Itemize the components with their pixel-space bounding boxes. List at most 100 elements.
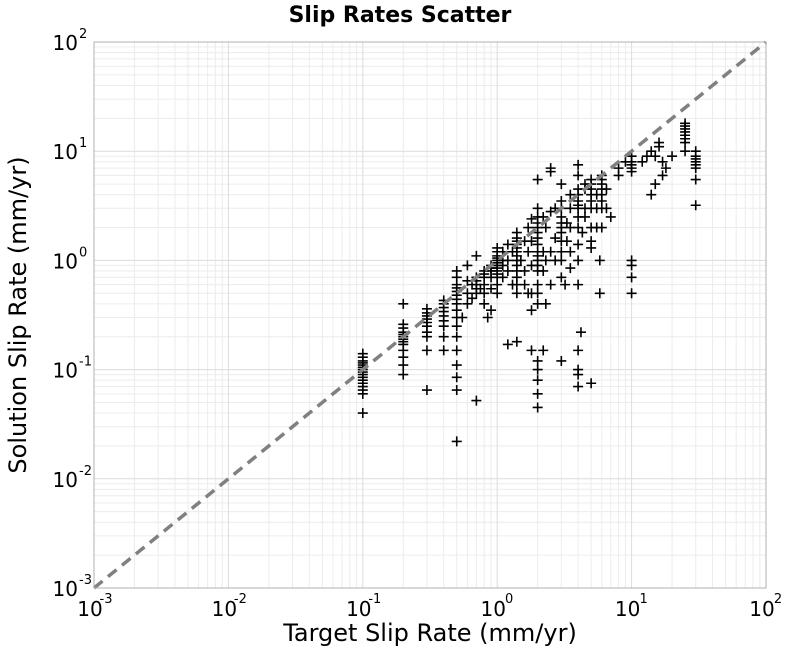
- data-point: [545, 279, 556, 290]
- data-point: [492, 242, 503, 253]
- y-tick-label: 10: [53, 577, 78, 601]
- data-point: [532, 402, 543, 413]
- data-point: [532, 203, 543, 214]
- data-point: [573, 170, 584, 181]
- data-point: [626, 255, 637, 266]
- data-point: [451, 385, 462, 396]
- data-point: [613, 163, 624, 174]
- y-tick-exponent: -2: [79, 464, 92, 479]
- data-point: [650, 151, 661, 162]
- data-point: [511, 227, 522, 238]
- data-point: [421, 345, 432, 356]
- y-axis-label: Solution Slip Rate (mm/yr): [4, 156, 32, 473]
- data-point: [471, 395, 482, 406]
- data-point: [502, 239, 513, 250]
- x-tick-label: 10: [77, 597, 102, 621]
- data-point: [690, 174, 701, 185]
- data-point: [556, 195, 567, 206]
- data-point: [680, 118, 691, 129]
- data-point: [545, 163, 556, 174]
- y-tick-label: 10: [53, 468, 78, 492]
- data-point: [526, 305, 537, 316]
- data-point: [573, 255, 584, 266]
- data-point: [398, 369, 409, 380]
- plot-frame: [93, 41, 767, 589]
- data-point: [438, 345, 449, 356]
- x-tick-exponent: 0: [505, 592, 513, 607]
- data-point: [654, 137, 665, 148]
- data-points: [357, 118, 701, 447]
- y-tick-label: 10: [53, 249, 78, 273]
- data-point: [451, 331, 462, 342]
- data-point: [545, 246, 556, 257]
- data-point: [690, 200, 701, 211]
- data-point: [538, 211, 549, 222]
- data-point: [451, 372, 462, 383]
- data-point: [462, 298, 473, 309]
- data-point: [586, 174, 597, 185]
- data-point: [605, 211, 616, 222]
- data-point: [438, 331, 449, 342]
- data-point: [626, 272, 637, 283]
- data-point: [637, 156, 648, 167]
- data-point: [690, 146, 701, 157]
- data-point: [532, 388, 543, 399]
- x-tick-label: 10: [615, 597, 640, 621]
- data-point: [550, 233, 561, 244]
- data-point: [575, 327, 586, 338]
- data-point: [657, 156, 668, 167]
- x-axis-tick-labels: 10-3 10-2 10-1 10 0 10 1 10 2: [77, 592, 782, 621]
- data-point: [526, 345, 537, 356]
- data-point: [492, 279, 503, 290]
- data-point: [650, 179, 661, 190]
- x-tick-label: 10: [480, 597, 505, 621]
- data-point: [479, 288, 490, 299]
- data-point: [560, 279, 571, 290]
- data-point: [573, 159, 584, 170]
- data-point: [486, 283, 497, 294]
- data-point: [451, 436, 462, 447]
- x-tick-exponent: -2: [234, 592, 247, 607]
- data-point: [462, 288, 473, 299]
- x-tick-exponent: -1: [368, 592, 381, 607]
- data-point: [398, 319, 409, 330]
- data-point: [532, 174, 543, 185]
- data-point: [667, 151, 678, 162]
- data-point: [532, 288, 543, 299]
- data-point: [594, 255, 605, 266]
- data-point: [519, 265, 530, 276]
- y-tick-exponent: -1: [79, 355, 92, 370]
- y-tick-label: 10: [53, 140, 78, 164]
- data-point: [532, 364, 543, 375]
- data-point: [357, 408, 368, 419]
- data-point: [646, 189, 657, 200]
- data-point: [577, 227, 588, 238]
- data-point: [556, 246, 567, 257]
- identity-reference-line: [92, 40, 768, 590]
- data-point: [586, 242, 597, 253]
- data-point: [421, 303, 432, 314]
- data-point: [421, 385, 432, 396]
- data-point: [573, 345, 584, 356]
- data-point: [641, 151, 652, 162]
- data-point: [519, 279, 530, 290]
- data-point: [596, 222, 607, 233]
- data-point: [482, 312, 493, 323]
- x-tick-exponent: -3: [100, 592, 113, 607]
- chart-title: Slip Rates Scatter: [289, 3, 512, 28]
- data-point: [680, 146, 691, 157]
- data-point: [556, 355, 567, 366]
- x-tick-exponent: 1: [639, 592, 647, 607]
- x-axis-label: Target Slip Rate (mm/yr): [282, 619, 577, 647]
- grid-minor: [94, 42, 766, 588]
- y-tick-exponent: 1: [79, 136, 87, 151]
- data-point: [538, 345, 549, 356]
- data-point: [573, 222, 584, 233]
- data-point: [502, 339, 513, 350]
- data-point: [462, 260, 473, 271]
- data-point: [526, 236, 537, 247]
- data-point: [573, 279, 584, 290]
- data-point: [451, 321, 462, 332]
- data-point: [532, 375, 543, 386]
